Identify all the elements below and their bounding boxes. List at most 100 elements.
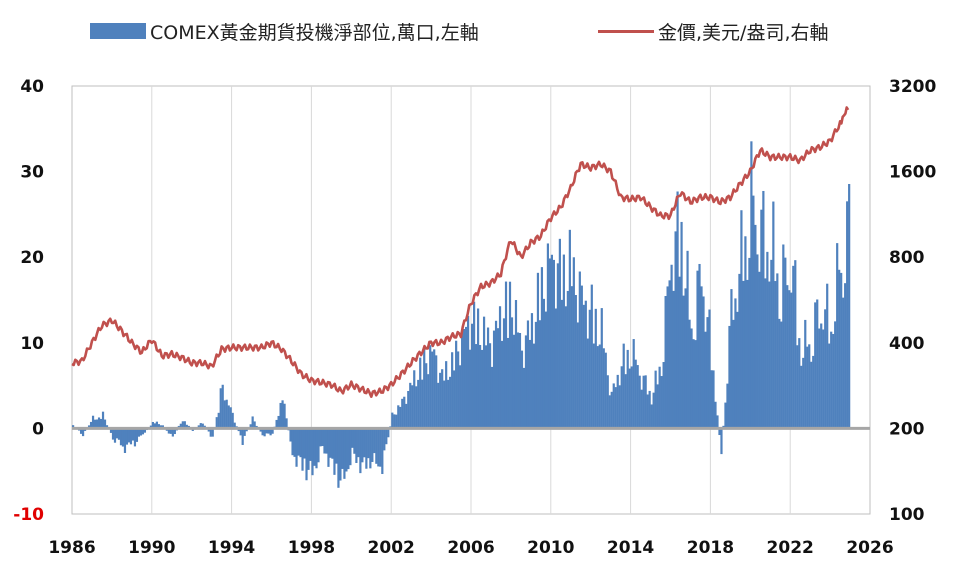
- bar-net-position: [530, 313, 534, 429]
- bar-net-position: [443, 380, 446, 429]
- bar-net-position: [343, 428, 346, 479]
- bar-net-position: [467, 315, 470, 429]
- y-right-tick-label: 100: [889, 505, 925, 525]
- bar-net-position: [445, 361, 448, 429]
- bar-net-position: [732, 319, 735, 429]
- bar-net-position: [794, 260, 797, 429]
- bar-net-position: [399, 406, 402, 429]
- bar-net-position: [848, 183, 851, 429]
- bar-net-position: [143, 428, 147, 433]
- bar-net-position: [229, 407, 232, 429]
- bar-net-position: [311, 428, 314, 476]
- bar-net-position: [299, 428, 302, 458]
- bar-net-position: [786, 285, 789, 429]
- bar-net-position: [341, 428, 344, 469]
- bar-net-position: [574, 295, 577, 429]
- bar-net-position: [634, 359, 637, 429]
- bar-net-position: [534, 321, 538, 429]
- bar-net-position: [658, 366, 661, 429]
- bar-net-position: [217, 412, 220, 429]
- bar-net-position: [776, 273, 779, 429]
- bar-net-position: [231, 412, 234, 429]
- bar-net-position: [704, 331, 707, 429]
- bar-net-position: [457, 351, 460, 429]
- bar-net-position: [660, 376, 663, 429]
- bar-net-position: [648, 390, 651, 429]
- bar-net-position: [724, 402, 727, 429]
- bar-net-position: [79, 428, 83, 434]
- bar-net-position: [427, 374, 430, 429]
- bar-net-position: [598, 344, 601, 429]
- bar-net-position: [810, 361, 813, 429]
- bar-net-position: [760, 209, 763, 429]
- bar-net-position: [806, 346, 809, 429]
- bar-net-position: [600, 308, 603, 429]
- bar-net-position: [536, 272, 540, 429]
- bar-net-position: [554, 308, 557, 429]
- bar-net-position: [337, 428, 340, 488]
- bar-net-position: [474, 344, 478, 429]
- legend-line-label: 金價,美元/盎司,右軸: [658, 21, 829, 44]
- bar-net-position: [125, 428, 129, 445]
- bar-net-position: [750, 141, 753, 429]
- bar-net-position: [700, 286, 703, 429]
- bar-net-position: [87, 425, 91, 429]
- bar-net-position: [572, 257, 575, 429]
- bar-net-position: [435, 355, 438, 429]
- bar-net-position: [552, 259, 555, 429]
- y-left-tick-label: 40: [20, 77, 44, 97]
- bar-net-position: [476, 308, 480, 429]
- bar-net-position: [736, 311, 739, 429]
- bar-net-position: [556, 263, 559, 429]
- y-left-tick-label: 20: [20, 248, 44, 268]
- bar-net-position: [101, 411, 105, 429]
- bar-net-position: [105, 425, 109, 429]
- bar-net-position: [686, 250, 689, 429]
- bar-net-position: [409, 382, 412, 429]
- bar-net-position: [463, 329, 466, 429]
- bar-net-position: [762, 190, 765, 429]
- bar-net-position: [111, 428, 115, 440]
- bar-net-position: [718, 428, 721, 436]
- bar-net-position: [616, 374, 619, 429]
- x-tick-label: 2002: [368, 538, 415, 558]
- bar-net-position: [167, 428, 170, 434]
- bar-net-position: [770, 259, 773, 429]
- bar-net-position: [401, 398, 404, 429]
- bar-net-position: [115, 428, 119, 439]
- y-left-tick-label: 0: [32, 419, 44, 439]
- bar-net-position: [353, 428, 356, 454]
- bar-net-position: [81, 428, 85, 437]
- bar-net-position: [622, 343, 625, 429]
- bar-net-position: [522, 367, 526, 429]
- bar-net-position: [171, 428, 174, 437]
- y-right-tick-label: 1600: [889, 163, 936, 183]
- bar-net-position: [127, 428, 131, 443]
- legend-line-swatch: [598, 29, 654, 33]
- bar-net-position: [307, 428, 310, 470]
- bar-net-position: [516, 332, 520, 429]
- bar-net-position: [135, 428, 139, 442]
- bar-net-position: [223, 400, 226, 429]
- bar-net-position: [586, 338, 589, 429]
- bar-net-position: [640, 389, 643, 429]
- legend-line-series: 金價,美元/盎司,右軸: [598, 18, 828, 44]
- bar-net-position: [694, 340, 697, 429]
- bar-net-position: [782, 244, 785, 429]
- bar-net-position: [528, 339, 532, 429]
- bar-net-position: [209, 428, 212, 437]
- bar-net-position: [542, 298, 546, 429]
- bar-net-position: [347, 428, 350, 470]
- x-tick-label: 1994: [208, 538, 255, 558]
- bar-net-position: [425, 363, 428, 429]
- bar-net-position: [351, 428, 354, 448]
- bar-net-position: [632, 339, 635, 429]
- bar-net-position: [449, 376, 452, 429]
- bar-net-position: [826, 283, 829, 429]
- bar-net-position: [628, 368, 631, 429]
- bar-net-position: [684, 288, 687, 429]
- bar-net-position: [834, 321, 837, 429]
- bar-net-position: [494, 320, 498, 429]
- bar-net-position: [405, 403, 408, 429]
